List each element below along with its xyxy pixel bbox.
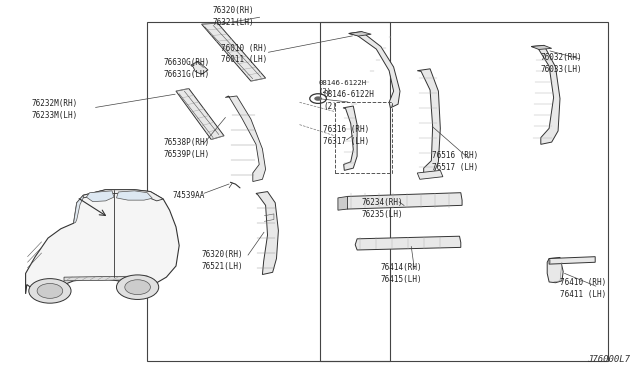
Polygon shape — [531, 45, 552, 49]
Polygon shape — [417, 69, 440, 176]
Circle shape — [116, 275, 159, 299]
Polygon shape — [225, 96, 266, 182]
Polygon shape — [343, 106, 357, 170]
Polygon shape — [549, 257, 595, 264]
Polygon shape — [83, 190, 163, 201]
Circle shape — [29, 279, 71, 303]
Circle shape — [125, 280, 150, 295]
Circle shape — [37, 283, 63, 298]
Polygon shape — [74, 195, 83, 223]
Text: 76316 (RH)
76317 (LH): 76316 (RH) 76317 (LH) — [323, 125, 369, 146]
Polygon shape — [176, 89, 224, 140]
Polygon shape — [191, 61, 208, 74]
Polygon shape — [338, 196, 348, 210]
Polygon shape — [349, 32, 400, 108]
Polygon shape — [349, 32, 371, 36]
Polygon shape — [64, 276, 147, 281]
Text: 76234(RH)
76235(LH): 76234(RH) 76235(LH) — [362, 198, 403, 219]
Text: 76516 (RH)
76517 (LH): 76516 (RH) 76517 (LH) — [432, 151, 478, 172]
Polygon shape — [116, 191, 152, 200]
Polygon shape — [417, 170, 443, 179]
Text: J76000L7: J76000L7 — [588, 355, 630, 364]
Polygon shape — [86, 191, 114, 202]
Polygon shape — [256, 192, 278, 275]
Text: 76538P(RH)
76539P(LH): 76538P(RH) 76539P(LH) — [163, 138, 209, 159]
Bar — [147, 22, 390, 361]
Text: 74539AA: 74539AA — [173, 191, 205, 200]
Circle shape — [314, 96, 322, 101]
Polygon shape — [355, 236, 461, 250]
Text: 76414(RH)
76415(LH): 76414(RH) 76415(LH) — [381, 263, 422, 284]
Text: 76630G(RH)
76631G(LH): 76630G(RH) 76631G(LH) — [163, 58, 209, 79]
Polygon shape — [547, 257, 563, 283]
Polygon shape — [202, 23, 266, 81]
Text: 76232M(RH)
76233M(LH): 76232M(RH) 76233M(LH) — [32, 99, 78, 120]
Polygon shape — [346, 193, 462, 209]
Text: 76410 (RH)
76411 (LH): 76410 (RH) 76411 (LH) — [560, 278, 606, 299]
Text: 08146-6122H
(2): 08146-6122H (2) — [318, 80, 366, 94]
Text: 76032(RH)
76033(LH): 76032(RH) 76033(LH) — [541, 53, 582, 74]
Polygon shape — [531, 45, 560, 144]
Polygon shape — [26, 190, 179, 294]
Text: 76010 (RH)
76011 (LH): 76010 (RH) 76011 (LH) — [221, 44, 267, 64]
Text: 76320(RH)
76321(LH): 76320(RH) 76321(LH) — [212, 6, 255, 27]
Text: 76320(RH)
76521(LH): 76320(RH) 76521(LH) — [202, 250, 243, 271]
Text: 08146-6122H
(2): 08146-6122H (2) — [323, 90, 374, 111]
Bar — [320, 22, 608, 361]
